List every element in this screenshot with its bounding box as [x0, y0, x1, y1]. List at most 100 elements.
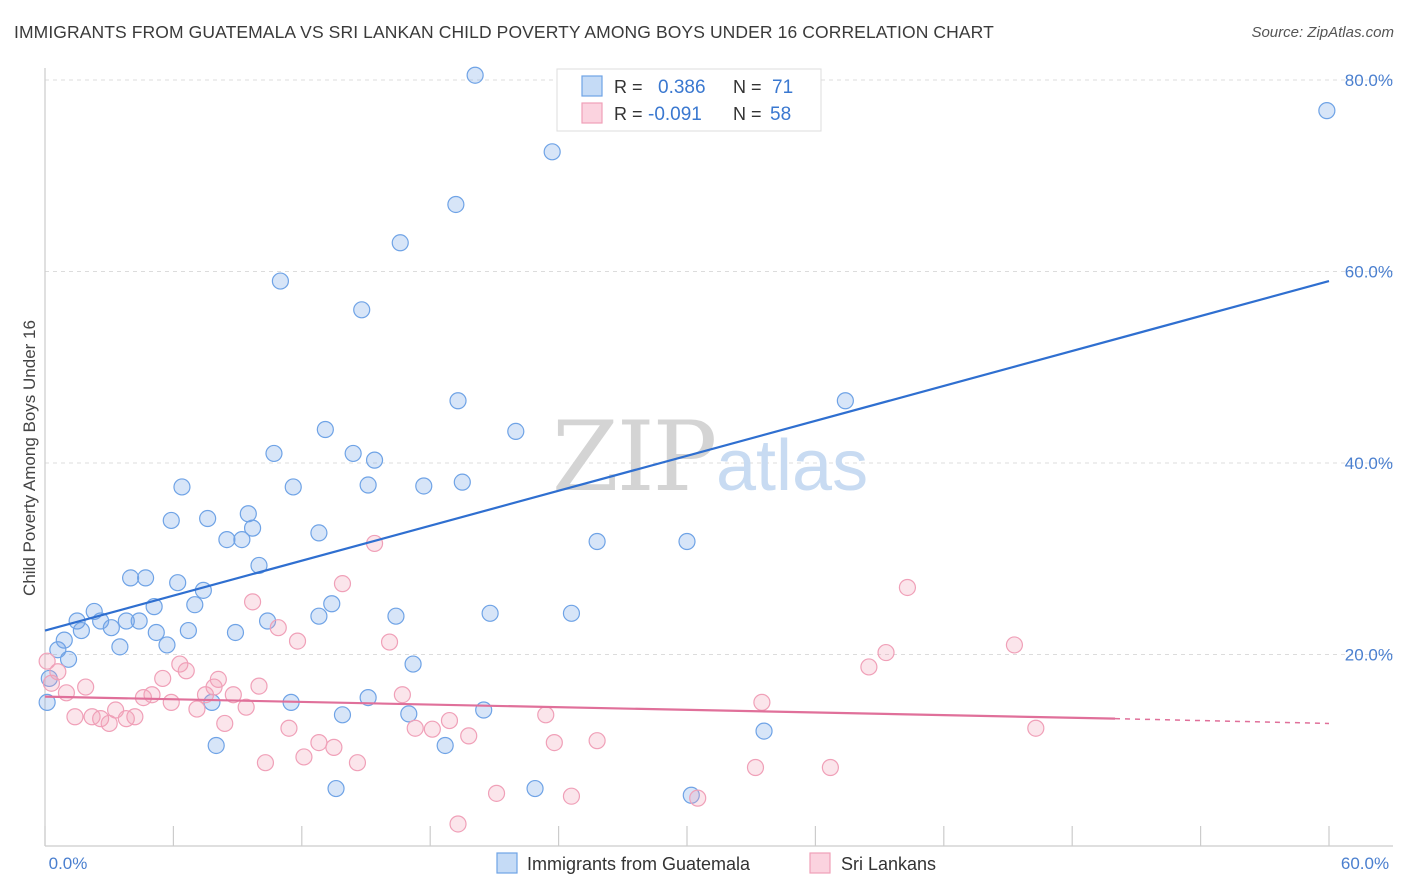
- data-points: [38, 66, 1336, 833]
- point-guatemala: [243, 519, 262, 537]
- point-srilankan: [256, 754, 275, 772]
- legend-label-guatemala: Immigrants from Guatemala: [527, 854, 751, 874]
- point-srilankan: [162, 693, 180, 711]
- legend-n-label: N =: [733, 77, 762, 97]
- point-srilankan: [325, 738, 343, 756]
- point-guatemala: [1318, 102, 1336, 120]
- point-srilankan: [177, 662, 195, 680]
- y-tick-labels: 20.0% 40.0% 60.0% 80.0%: [1345, 71, 1393, 665]
- x-tick-label: 60.0%: [1341, 854, 1389, 873]
- legend-n-value: 71: [772, 77, 793, 98]
- point-guatemala: [404, 655, 422, 673]
- point-srilankan: [877, 643, 895, 662]
- point-srilankan: [92, 710, 110, 728]
- point-guatemala: [310, 524, 328, 542]
- point-srilankan: [393, 686, 411, 704]
- point-guatemala: [207, 736, 225, 755]
- point-guatemala: [323, 595, 341, 613]
- point-guatemala: [186, 596, 204, 614]
- legend-r-value: -0.091: [648, 104, 702, 125]
- point-srilankan: [154, 669, 172, 688]
- point-guatemala: [194, 581, 212, 599]
- y-tick-label: 60.0%: [1345, 263, 1393, 282]
- point-guatemala: [226, 623, 245, 642]
- point-srilankan: [423, 720, 441, 738]
- point-guatemala: [59, 650, 78, 668]
- point-srilankan: [537, 706, 555, 724]
- point-guatemala: [111, 638, 129, 656]
- point-srilankan: [348, 754, 367, 772]
- legend-swatch-guatemala: [496, 852, 518, 874]
- point-guatemala: [387, 607, 405, 625]
- point-srilankan: [545, 733, 563, 752]
- point-srilankan: [449, 815, 467, 833]
- point-srilankan: [209, 670, 227, 688]
- point-srilankan: [753, 693, 771, 711]
- point-srilankan: [237, 698, 255, 716]
- point-srilankan: [216, 714, 234, 733]
- point-guatemala: [365, 451, 384, 469]
- point-guatemala: [316, 420, 334, 439]
- x-tick-label: 0.0%: [49, 854, 88, 873]
- point-srilankan: [280, 719, 298, 737]
- point-srilankan: [171, 655, 189, 673]
- point-srilankan: [562, 787, 581, 805]
- point-srilankan: [57, 684, 76, 702]
- point-srilankan: [333, 575, 352, 593]
- point-guatemala: [147, 623, 165, 642]
- trend-line-guatemala: [44, 280, 1330, 632]
- point-guatemala: [447, 195, 465, 214]
- point-srilankan: [66, 708, 84, 726]
- point-guatemala: [162, 511, 180, 530]
- point-guatemala: [400, 705, 418, 723]
- point-srilankan: [588, 732, 606, 750]
- point-guatemala: [199, 509, 217, 528]
- point-guatemala: [562, 604, 581, 622]
- point-srilankan: [250, 677, 268, 695]
- legend-n-label: N =: [733, 104, 762, 124]
- point-guatemala: [310, 607, 328, 625]
- point-guatemala: [481, 604, 499, 622]
- point-guatemala: [415, 477, 433, 495]
- point-srilankan: [288, 632, 307, 650]
- point-guatemala: [526, 779, 544, 798]
- point-guatemala: [130, 612, 148, 630]
- grid-lines: [45, 79, 1393, 655]
- source-label: Source: ZipAtlas.com: [1251, 24, 1394, 41]
- point-srilankan: [269, 619, 287, 637]
- point-guatemala: [353, 301, 371, 319]
- point-srilankan: [860, 658, 878, 676]
- y-axis-title: Child Poverty Among Boys Under 16: [20, 320, 39, 596]
- point-guatemala: [173, 478, 191, 496]
- point-srilankan: [487, 784, 506, 802]
- axes: [44, 68, 1393, 847]
- point-guatemala: [271, 272, 289, 290]
- legend-swatch-srilankan: [581, 102, 603, 124]
- point-guatemala: [678, 532, 696, 551]
- x-tick-labels: 0.0% 60.0%: [49, 854, 1389, 873]
- point-srilankan: [143, 686, 161, 704]
- y-tick-label: 20.0%: [1345, 646, 1393, 665]
- point-srilankan: [440, 711, 459, 730]
- point-guatemala: [122, 569, 140, 587]
- point-guatemala: [449, 392, 467, 410]
- point-srilankan: [821, 758, 839, 777]
- point-guatemala: [507, 422, 525, 441]
- legend-correlation: R = 0.386 N = 71 R = -0.091 N = 58: [556, 68, 822, 132]
- point-guatemala: [284, 478, 302, 496]
- point-srilankan: [406, 719, 424, 737]
- watermark: ZIP atlas: [552, 401, 868, 513]
- point-srilankan: [126, 708, 144, 726]
- legend-r-value: 0.386: [658, 77, 706, 98]
- trend-line-srilankan-extension: [1114, 717, 1330, 725]
- point-guatemala: [359, 688, 377, 707]
- point-guatemala: [344, 444, 362, 463]
- point-guatemala: [265, 444, 283, 463]
- point-guatemala: [55, 631, 73, 649]
- trend-line-srilankan: [44, 695, 1116, 720]
- point-guatemala: [258, 612, 277, 630]
- point-guatemala: [333, 706, 352, 724]
- point-guatemala: [72, 621, 90, 640]
- legend-swatch-srilankan: [809, 852, 831, 874]
- y-tick-label: 80.0%: [1345, 71, 1393, 90]
